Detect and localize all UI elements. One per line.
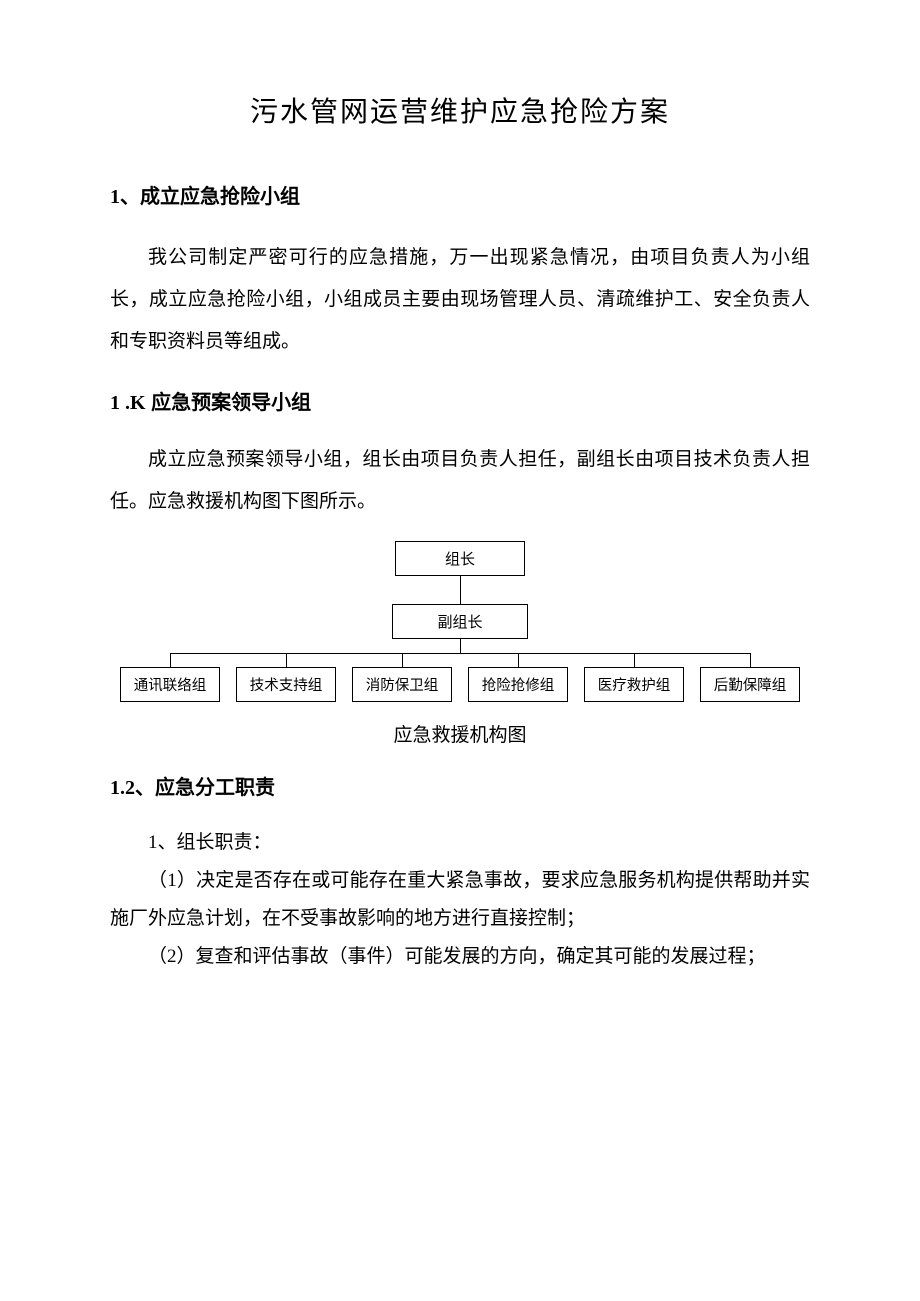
section-12-num: 1.2 — [110, 777, 135, 799]
section-11-heading: 1 .K 应急预案领导小组 — [110, 386, 810, 415]
org-leaf-fire: 消防保卫组 — [352, 667, 452, 702]
org-chart-caption: 应急救援机构图 — [110, 720, 810, 747]
section-1-text: 、成立应急抢险小组 — [120, 186, 300, 208]
section-1-heading: 1、成立应急抢险小组 — [110, 180, 810, 209]
org-leaf-medical: 医疗救护组 — [584, 667, 684, 702]
org-leaf-row: 通讯联络组 技术支持组 消防保卫组 抢险抢修组 医疗救护组 后勤保障组 — [120, 667, 800, 702]
doc-title: 污水管网运营维护应急抢险方案 — [110, 90, 810, 130]
org-node-deputy: 副组长 — [392, 604, 528, 639]
org-connector — [402, 653, 403, 667]
org-connector — [170, 653, 750, 654]
section-11-num: 1 .K — [110, 392, 146, 414]
org-connector — [518, 653, 519, 667]
org-leaf-logistics: 后勤保障组 — [700, 667, 800, 702]
org-connector — [634, 653, 635, 667]
org-connector — [170, 653, 171, 667]
section-1-num: 1 — [110, 186, 120, 208]
org-connector — [286, 653, 287, 667]
org-node-leader: 组长 — [395, 541, 525, 576]
section-12-p1: （1）决定是否存在或可能存在重大紧急事故，要求应急服务机构提供帮助并实施厂外应急… — [110, 862, 810, 938]
section-11-body: 成立应急预案领导小组，组长由项目负责人担任，副组长由项目技术负责人担任。应急救援… — [110, 439, 810, 523]
org-branch — [120, 639, 800, 667]
section-12-item1: 1、组长职责： — [110, 824, 810, 862]
section-11-text: 应急预案领导小组 — [146, 392, 312, 414]
org-leaf-comm: 通讯联络组 — [120, 667, 220, 702]
org-chart: 组长 副组长 通讯联络组 技术支持组 消防保卫组 抢险抢修组 医疗救护组 后勤保… — [120, 541, 800, 702]
section-12-text: 、应急分工职责 — [135, 777, 275, 799]
org-connector — [460, 590, 461, 604]
org-connector — [460, 639, 461, 653]
org-connector — [750, 653, 751, 667]
section-12-p2: （2）复查和评估事故（事件）可能发展的方向，确定其可能的发展过程； — [110, 938, 810, 976]
org-leaf-tech: 技术支持组 — [236, 667, 336, 702]
org-leaf-rescue: 抢险抢修组 — [468, 667, 568, 702]
section-1-body: 我公司制定严密可行的应急措施，万一出现紧急情况，由项目负责人为小组长，成立应急抢… — [110, 237, 810, 362]
org-connector — [460, 576, 461, 590]
section-12-heading: 1.2、应急分工职责 — [110, 771, 810, 800]
